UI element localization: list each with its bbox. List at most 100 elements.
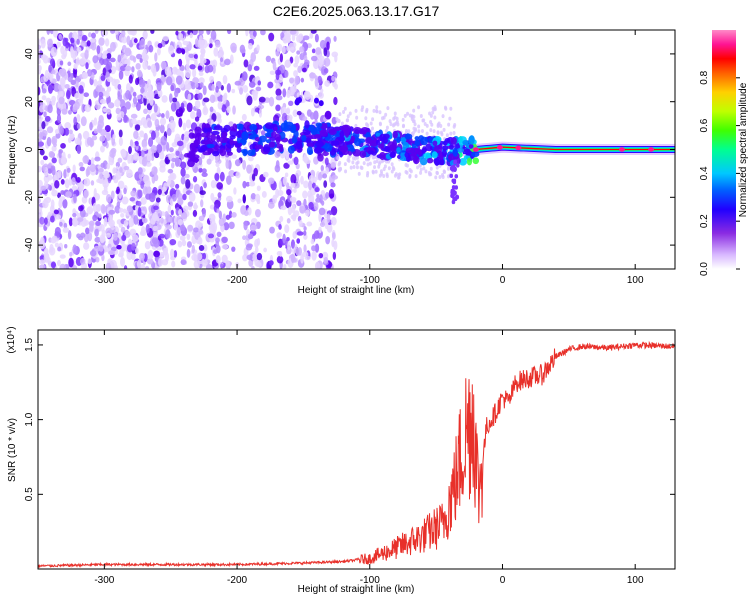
noise-cell xyxy=(125,89,131,100)
ridge-cell xyxy=(442,148,447,157)
noise-cell xyxy=(324,110,332,120)
noise-cell xyxy=(395,120,399,125)
noise-cell xyxy=(242,85,249,93)
noise-cell xyxy=(41,95,47,101)
noise-cell xyxy=(116,244,122,250)
ridge-cell xyxy=(456,147,465,153)
noise-cell xyxy=(286,45,291,52)
noise-cell xyxy=(50,58,55,67)
ridge-cell xyxy=(455,163,460,168)
noise-cell xyxy=(446,174,450,179)
ridge-cell xyxy=(315,140,324,148)
y-tick-label: 1.0 xyxy=(24,412,35,426)
noise-cell xyxy=(139,130,145,138)
noise-cell xyxy=(135,77,140,86)
noise-cell xyxy=(95,220,101,226)
ridge-cell xyxy=(291,136,298,144)
noise-cell xyxy=(132,234,139,242)
noise-cell xyxy=(144,265,150,269)
noise-cell xyxy=(303,244,307,253)
ridge-cell xyxy=(201,140,209,145)
noise-cell xyxy=(286,107,291,115)
noise-cell xyxy=(48,150,55,158)
ridge-cell xyxy=(189,156,198,162)
colorbar-label: Normalized spectral amplitude xyxy=(738,82,749,217)
noise-cell xyxy=(431,110,435,115)
noise-cell xyxy=(180,176,186,185)
noise-cell xyxy=(375,109,379,114)
noise-cell xyxy=(169,173,175,178)
noise-cell xyxy=(248,81,256,88)
noise-cell xyxy=(300,175,304,185)
noise-cell xyxy=(148,137,154,147)
snr-panel: -300 -200 -100 0 100 0.5 1.0 1.5 Height of stra… xyxy=(6,326,676,595)
noise-cell xyxy=(94,30,99,35)
noise-cell xyxy=(151,130,156,141)
noise-cell xyxy=(344,169,348,174)
noise-cell xyxy=(64,178,70,189)
noise-cell xyxy=(354,108,358,113)
noise-cell xyxy=(166,127,172,137)
noise-cell xyxy=(308,193,315,204)
noise-cell xyxy=(303,153,308,163)
ridge-cell xyxy=(188,132,195,139)
noise-cell xyxy=(41,121,46,130)
noise-cell xyxy=(224,58,231,66)
noise-cell xyxy=(231,88,236,94)
noise-cell xyxy=(275,51,280,57)
noise-cell xyxy=(274,151,281,159)
noise-cell xyxy=(138,40,145,46)
noise-cell xyxy=(171,193,177,202)
noise-cell xyxy=(226,83,231,93)
noise-cell xyxy=(289,56,294,64)
noise-cell xyxy=(392,122,396,127)
noise-cell xyxy=(67,153,71,159)
noise-cell xyxy=(89,38,96,43)
noise-cell xyxy=(134,140,139,147)
noise-cell xyxy=(220,85,224,91)
noise-cell xyxy=(55,214,62,220)
ridge-cell xyxy=(295,140,303,150)
noise-cell xyxy=(380,116,384,121)
noise-cell xyxy=(38,197,41,204)
noise-cell xyxy=(116,186,120,195)
ridge-cell xyxy=(421,148,428,153)
noise-cell xyxy=(320,165,324,172)
noise-cell xyxy=(228,221,235,230)
noise-cell xyxy=(144,240,151,250)
noise-cell xyxy=(420,128,424,133)
ridge-cell xyxy=(313,134,322,139)
noise-cell xyxy=(332,251,337,260)
noise-cell xyxy=(129,228,137,237)
ridge-cell xyxy=(200,144,208,152)
ridge-cell xyxy=(396,136,401,144)
noise-cell xyxy=(254,208,261,218)
noise-cell xyxy=(203,104,207,114)
noise-cell xyxy=(76,144,82,154)
noise-cell xyxy=(188,53,195,59)
noise-cell xyxy=(317,172,323,181)
noise-cell xyxy=(135,62,141,70)
noise-cell xyxy=(143,174,150,185)
noise-cell xyxy=(84,49,89,60)
noise-cell xyxy=(84,104,92,113)
ridge-cell xyxy=(377,143,384,149)
noise-cell xyxy=(74,101,80,110)
noise-cell xyxy=(216,208,220,214)
noise-cell xyxy=(449,106,453,111)
noise-cell xyxy=(174,89,179,98)
noise-cell xyxy=(178,33,184,41)
noise-cell xyxy=(267,177,275,185)
noise-cell xyxy=(212,64,216,75)
noise-cell xyxy=(208,213,216,222)
noise-cell xyxy=(429,120,433,125)
noise-cell xyxy=(250,225,258,230)
noise-cell xyxy=(387,166,391,171)
noise-cell xyxy=(162,35,169,42)
ridge-cell xyxy=(219,148,227,157)
noise-cell xyxy=(278,223,282,230)
noise-cell xyxy=(76,113,81,123)
noise-cell xyxy=(162,186,167,193)
noise-cell xyxy=(165,110,170,119)
